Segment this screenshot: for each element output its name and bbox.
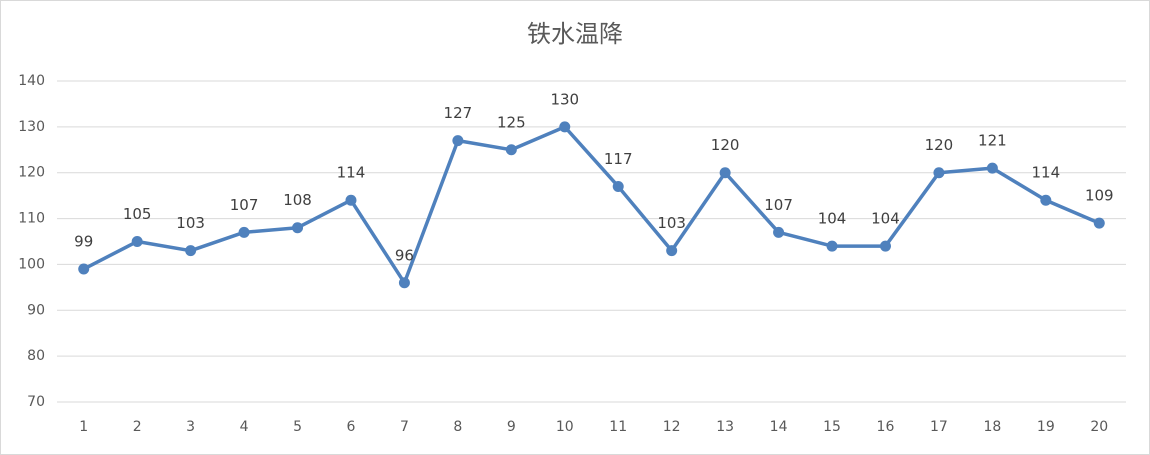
point xyxy=(131,236,143,247)
y-tick-label: 140 xyxy=(18,73,45,89)
data-label: 105 xyxy=(123,205,152,223)
chart-title: 铁水温降 xyxy=(527,20,623,48)
point xyxy=(719,167,731,179)
x-tick-label: 17 xyxy=(930,419,948,435)
data-label: 107 xyxy=(764,196,793,214)
x-tick-label: 11 xyxy=(609,419,627,435)
x-tick-label: 1 xyxy=(79,419,88,435)
point xyxy=(452,135,464,147)
data-label: 109 xyxy=(1085,187,1114,205)
data-label: 127 xyxy=(444,104,473,122)
point xyxy=(559,121,571,133)
point xyxy=(1040,194,1052,206)
point xyxy=(612,180,624,192)
x-tick-label: 18 xyxy=(983,419,1001,435)
x-tick-label: 19 xyxy=(1037,419,1055,435)
point xyxy=(505,144,517,156)
data-label: 99 xyxy=(74,233,93,251)
point xyxy=(933,167,945,179)
x-tick-label: 9 xyxy=(507,419,516,435)
data-label: 121 xyxy=(978,132,1007,150)
point xyxy=(666,245,678,257)
x-tick-label: 15 xyxy=(823,419,841,435)
point xyxy=(773,226,785,238)
data-label: 103 xyxy=(176,214,205,232)
point xyxy=(345,194,357,206)
y-tick-label: 100 xyxy=(18,256,45,272)
y-tick-label: 90 xyxy=(27,302,45,318)
data-label: 104 xyxy=(818,210,847,228)
data-label: 114 xyxy=(337,164,366,182)
x-tick-label: 10 xyxy=(556,419,574,435)
point xyxy=(78,263,90,275)
data-label: 103 xyxy=(657,214,686,232)
point xyxy=(986,162,998,174)
point xyxy=(398,277,410,289)
point xyxy=(879,240,891,252)
y-tick-label: 120 xyxy=(18,165,45,181)
point xyxy=(292,222,304,234)
y-tick-label: 80 xyxy=(27,348,45,364)
line xyxy=(82,125,1100,285)
x-tick-label: 16 xyxy=(877,419,895,435)
y-tick-label: 110 xyxy=(18,211,45,227)
data-label: 104 xyxy=(871,210,900,228)
x-tick-label: 2 xyxy=(133,419,142,435)
x-tick-label: 3 xyxy=(186,419,195,435)
x-tick-label: 7 xyxy=(400,419,409,435)
data-label: 125 xyxy=(497,113,526,131)
point xyxy=(185,245,197,257)
data-label: 120 xyxy=(711,136,740,154)
point xyxy=(238,226,250,238)
data-label: 117 xyxy=(604,150,633,168)
y-tick-label: 70 xyxy=(27,394,45,410)
x-tick-label: 6 xyxy=(347,419,356,435)
data-label: 130 xyxy=(550,90,579,108)
point xyxy=(1093,217,1105,229)
data-label: 120 xyxy=(925,136,954,154)
data-label: 114 xyxy=(1032,164,1061,182)
point xyxy=(826,240,838,252)
data-label: 96 xyxy=(395,246,414,264)
x-tick-label: 20 xyxy=(1090,419,1108,435)
x-tick-label: 4 xyxy=(240,419,249,435)
data-label: 108 xyxy=(283,191,312,209)
data-label: 107 xyxy=(230,196,259,214)
x-tick-label: 5 xyxy=(293,419,302,435)
x-tick-label: 13 xyxy=(716,419,734,435)
x-tick-label: 14 xyxy=(770,419,788,435)
x-tick-label: 12 xyxy=(663,419,681,435)
x-tick-label: 8 xyxy=(453,419,462,435)
y-tick-label: 130 xyxy=(18,119,45,135)
